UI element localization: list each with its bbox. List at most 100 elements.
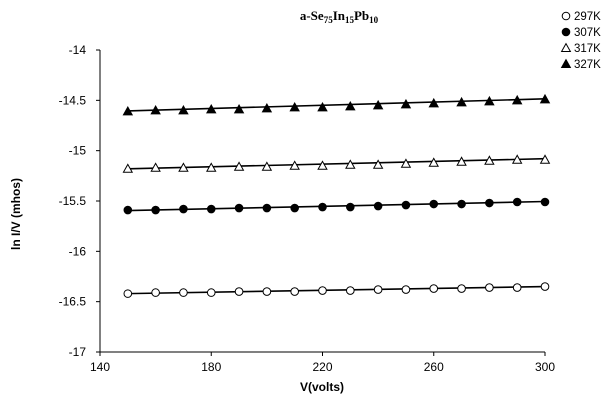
data-point-317K [261, 161, 273, 171]
data-point-327K [511, 94, 523, 105]
data-point-317K [150, 162, 161, 172]
data-point-307K [457, 199, 466, 209]
x-tick-label: 300 [535, 360, 555, 374]
data-point-327K [345, 100, 356, 111]
x-axis-title: V(volts) [300, 380, 344, 394]
data-point-327K [484, 95, 495, 106]
legend-label-297K: 297K [574, 11, 601, 23]
data-point-327K [456, 96, 467, 107]
x-tick-label: 180 [201, 360, 221, 374]
data-point-317K [400, 158, 412, 168]
data-point-327K [122, 105, 134, 116]
data-point-327K [150, 104, 161, 115]
data-point-297K [373, 285, 383, 294]
data-point-317K [122, 163, 134, 173]
fit-lines [127, 98, 546, 295]
data-point-327K [289, 101, 300, 112]
y-tick-label: -16 [69, 244, 87, 258]
axes [99, 50, 545, 353]
data-point-307K [540, 197, 550, 207]
data-point-317K [345, 159, 356, 169]
data-point-327K [400, 98, 412, 109]
data-point-297K [262, 287, 272, 296]
data-point-327K [317, 101, 328, 112]
fit-line-307K [127, 200, 546, 212]
data-point-307K [373, 201, 383, 211]
fit-line-297K [127, 285, 546, 295]
data-point-297K [206, 288, 216, 297]
data-point-327K [206, 103, 217, 114]
data-point-297K [401, 285, 411, 294]
data-point-297K [123, 289, 133, 298]
title-part-4: Pb [354, 8, 369, 23]
data-point-317K [539, 154, 551, 164]
legend-marker-297K [561, 11, 571, 21]
data-point-327K [372, 99, 384, 110]
data-point-297K [151, 288, 160, 297]
data-point-307K [123, 205, 133, 215]
data-point-317K [233, 161, 245, 171]
data-point-297K [234, 287, 244, 296]
data-point-297K [346, 286, 355, 295]
title-part-0: a-Se [300, 8, 324, 23]
y-tick-label: -16.5 [59, 295, 87, 309]
data-point-297K [318, 286, 327, 295]
data-point-307K [262, 203, 272, 213]
data-points [122, 93, 551, 298]
legend-marker-307K [561, 27, 571, 37]
data-point-307K [290, 203, 299, 213]
data-point-327K [539, 93, 551, 104]
fit-line-317K [127, 157, 546, 170]
data-point-307K [151, 205, 160, 215]
data-point-297K [179, 288, 188, 297]
legend-marker-327K [560, 58, 572, 69]
data-point-307K [429, 199, 439, 209]
data-point-317K [484, 155, 495, 165]
data-point-307K [346, 202, 355, 212]
data-point-297K [290, 287, 299, 296]
data-point-317K [178, 162, 189, 172]
data-point-327K [261, 102, 273, 113]
title-part-1: 75 [324, 15, 334, 25]
data-point-307K [179, 204, 188, 214]
data-point-307K [401, 200, 411, 210]
title-part-2: In [333, 8, 346, 23]
legend-marker-317K [560, 42, 572, 53]
data-point-327K [178, 104, 189, 115]
data-point-297K [540, 282, 550, 291]
data-point-297K [512, 283, 522, 292]
y-axis-title: ln I/V (mhos) [9, 178, 23, 250]
title-part-3: 15 [345, 15, 355, 25]
data-point-317K [372, 159, 384, 169]
x-tick-label: 260 [424, 360, 444, 374]
data-point-317K [456, 156, 467, 166]
data-point-327K [428, 97, 439, 108]
chart-title: a-Se75In15Pb10 [300, 8, 379, 25]
data-point-307K [206, 204, 216, 214]
data-point-307K [318, 202, 327, 212]
fit-line-327K [127, 98, 546, 112]
data-point-297K [485, 283, 494, 292]
data-point-317K [428, 157, 439, 167]
legend-label-307K: 307K [574, 27, 601, 39]
data-point-317K [289, 160, 300, 170]
y-tick-label: -14 [69, 43, 87, 57]
y-tick-label: -14.5 [59, 93, 87, 107]
legend-label-327K: 327K [574, 59, 601, 71]
data-point-327K [233, 103, 245, 114]
data-point-317K [206, 162, 217, 172]
y-tick-label: -15 [69, 144, 87, 158]
y-tick-label: -15.5 [59, 194, 87, 208]
data-point-307K [512, 197, 522, 207]
x-tick-label: 140 [90, 360, 110, 374]
legend-label-317K: 317K [574, 43, 601, 55]
x-tick-label: 220 [312, 360, 332, 374]
data-point-317K [511, 154, 523, 164]
data-point-317K [317, 160, 328, 170]
data-point-307K [234, 203, 244, 213]
title-part-5: 10 [369, 15, 379, 25]
data-point-297K [457, 284, 466, 293]
